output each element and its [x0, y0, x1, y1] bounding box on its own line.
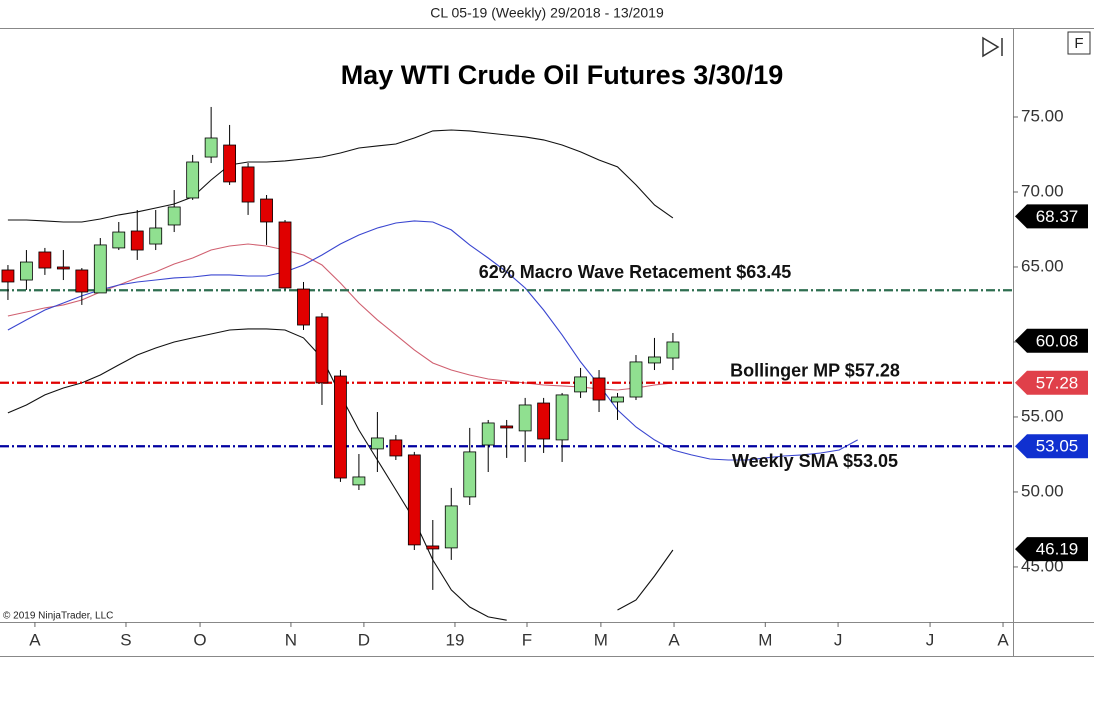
candle-body — [611, 396, 624, 403]
price-badge — [1015, 370, 1088, 395]
candle-body — [592, 377, 606, 401]
candle-body — [407, 454, 421, 546]
candle-body — [297, 288, 310, 326]
candle-body — [20, 261, 33, 281]
x-tick-label: A — [668, 630, 680, 649]
level-label: Weekly SMA $53.05 — [732, 451, 898, 471]
y-tick-label: 70.00 — [1021, 181, 1064, 200]
candle-body — [426, 545, 440, 550]
level-label: 62% Macro Wave Retacement $63.45 — [479, 262, 792, 282]
level-label: Bollinger MP $57.28 — [730, 361, 900, 381]
candle-body — [112, 231, 126, 249]
x-tick-label: M — [594, 630, 608, 649]
x-tick-label: D — [358, 630, 370, 649]
candle-body — [666, 341, 680, 359]
candle-body — [389, 439, 403, 457]
y-tick-label: 45.00 — [1021, 556, 1064, 575]
chart-title: May WTI Crude Oil Futures 3/30/19 — [341, 60, 784, 90]
price-badge — [1015, 434, 1088, 459]
candle-body — [574, 376, 587, 393]
y-tick-label: 75.00 — [1021, 106, 1064, 125]
y-tick-label: 65.00 — [1021, 256, 1064, 275]
price-badge-label: 53.05 — [1036, 437, 1079, 456]
candle-body — [500, 425, 514, 429]
candle-body — [352, 476, 366, 486]
candle-body — [223, 144, 237, 183]
plot-area: 62% Macro Wave Retacement $63.45 Bollinge… — [0, 106, 1013, 621]
candle-body — [260, 198, 273, 223]
corner-button-label[interactable]: F — [1074, 35, 1083, 52]
candle-body — [186, 161, 200, 199]
candle-body — [93, 244, 107, 294]
chart-header: CL 05-19 (Weekly) 29/2018 - 13/2019 — [430, 5, 664, 21]
y-tick-label: 50.00 — [1021, 481, 1064, 500]
candle-body — [204, 137, 218, 158]
candle-body — [518, 404, 532, 432]
x-tick-label: O — [193, 630, 206, 649]
candle-body — [167, 206, 181, 226]
candle-body — [370, 437, 384, 450]
corner-button[interactable] — [1067, 31, 1091, 55]
copyright: © 2019 NinjaTrader, LLC — [3, 611, 113, 622]
candle-body — [444, 505, 458, 549]
candle-body — [555, 394, 569, 441]
price-badge-label: 60.08 — [1036, 331, 1079, 350]
price-badge — [1015, 537, 1088, 562]
x-tick-label: A — [997, 630, 1009, 649]
x-tick-label: J — [926, 630, 935, 649]
candle-body — [130, 230, 144, 251]
candle-body — [648, 356, 661, 364]
x-tick-label: A — [29, 630, 41, 649]
indicator-line — [7, 220, 858, 461]
candle-body — [56, 266, 70, 270]
candle-body — [537, 402, 551, 440]
price-badge-label: 68.37 — [1036, 207, 1079, 226]
candle-body — [38, 251, 52, 269]
price-badge — [1015, 328, 1088, 353]
price-badge — [1015, 204, 1088, 229]
candle-body — [241, 166, 255, 203]
candle-body — [481, 422, 495, 446]
x-tick-label: F — [522, 630, 532, 649]
indicator-line — [7, 328, 674, 621]
candle-body — [463, 451, 477, 498]
price-badge-label: 46.19 — [1036, 540, 1079, 559]
collapse-icon[interactable] — [982, 36, 1003, 58]
candle-body — [629, 361, 643, 398]
x-tick-label: 19 — [446, 630, 465, 649]
x-tick-label: J — [834, 630, 843, 649]
x-tick-label: S — [120, 630, 131, 649]
candle-body — [334, 375, 347, 479]
candle-body — [75, 269, 89, 293]
price-badge-label: 57.28 — [1036, 373, 1079, 392]
candle-body — [1, 269, 15, 283]
candle-body — [149, 227, 163, 245]
indicator-line — [7, 129, 674, 223]
candle-body — [315, 316, 329, 384]
y-tick-label: 55.00 — [1021, 406, 1064, 425]
x-tick-label: N — [285, 630, 297, 649]
x-tick-label: M — [758, 630, 772, 649]
candle-body — [278, 221, 292, 289]
